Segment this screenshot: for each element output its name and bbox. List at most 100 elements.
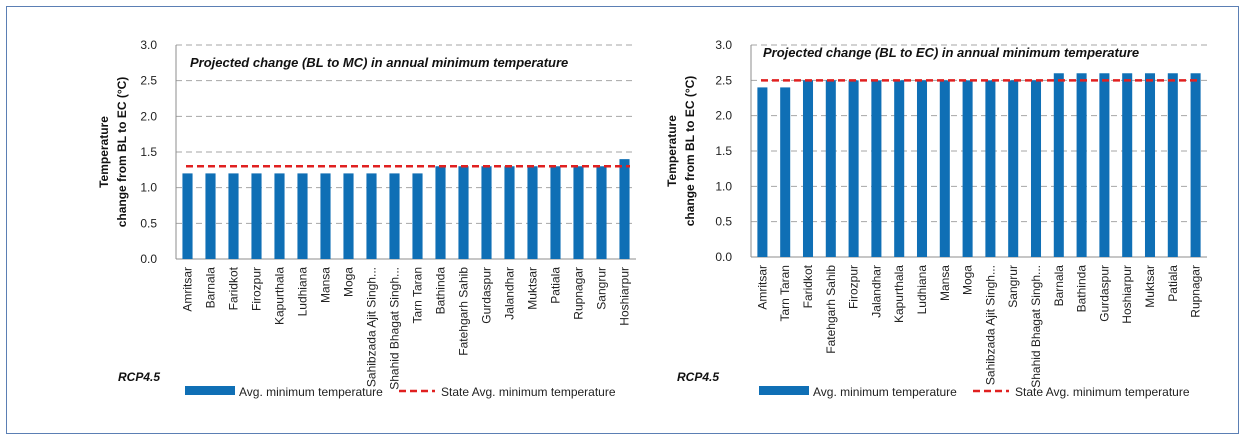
legend-label-line: State Avg. minimum temperature [1015,385,1190,399]
bar [780,87,791,258]
legend-label-bar: Avg. minimum temperature [239,385,383,399]
x-tick-label: Hoshiarpur [618,267,632,326]
y-tick-label: 1.0 [715,179,732,193]
bar [228,173,239,259]
bar [435,166,446,259]
legend-label-bar: Avg. minimum temperature [813,385,957,399]
chart-ec: 0.0 0.5 1.0 1.5 2.0 2.5 3.0 Temperature change f… [665,38,1207,399]
bar [894,80,905,257]
x-tick-label: Sangrur [595,267,609,310]
bar [596,166,607,259]
bar [412,173,423,259]
bar [297,173,308,259]
x-tick-label: Muktsar [526,267,540,310]
x-tick-label: Hoshiarpur [1120,265,1134,324]
bar [1144,73,1156,258]
bar [550,166,561,259]
chart-title: Projected change (BL to MC) in annual mi… [190,55,568,70]
y-tick-label: 1.0 [140,181,157,195]
y-tick-label: 3.0 [715,38,732,52]
y-tick-label: 2.0 [140,109,157,123]
x-tick-label: Mansa [319,267,333,303]
x-tick-label: Ludhiana [296,267,310,317]
x-tick-label: Tarn Taran [411,267,425,323]
x-tick-label: Patiala [549,267,563,304]
x-tick-label: Faridkot [801,264,815,308]
bar [320,173,331,259]
y-axis-title-line1: Temperature [665,115,679,187]
bar [871,80,882,257]
y-tick-label: 1.5 [715,144,732,158]
x-tick-label: Patiala [1166,265,1180,302]
x-tick-label: Jalandhar [869,265,883,318]
x-tick-label: Bathinda [434,267,448,315]
y-tick-label: 2.5 [715,73,732,87]
bar [366,173,377,259]
bar [274,173,285,259]
y-tick-label: 0.0 [140,252,157,266]
x-tick-label: Sahibzada Ajit Singh... [983,265,997,385]
y-axis-title-line2: change from BL to EC (°C) [115,77,129,228]
x-tick-label: Faridkot [227,266,241,310]
x-tick-label: Moga [961,265,975,295]
bar [1076,73,1087,258]
y-tick-label: 1.5 [140,145,157,159]
x-tick-label: Barnala [204,267,218,309]
chart-mc: 0.0 0.5 1.0 1.5 2.0 2.5 3.0 Temperature change f… [97,38,636,399]
bar [205,173,216,259]
bar [619,159,630,259]
x-tick-label: Rupnagar [1189,265,1203,318]
scenario-label: RCP4.5 [118,370,160,384]
bar [916,80,928,257]
x-tick-label: Amritsar [181,267,195,312]
bar [757,87,768,258]
bar [1190,73,1201,258]
x-tick-label: Amritsar [755,265,769,310]
legend-swatch-bar [185,386,235,395]
x-tick-label: Ludhiana [915,265,929,315]
bar [1053,73,1064,258]
scenario-label: RCP4.5 [677,370,719,384]
bar [504,166,515,259]
x-tick-label: Kapurthala [273,267,287,325]
y-tick-label: 2.5 [140,74,157,88]
bar [481,166,492,259]
x-tick-label: Fatehgarh Sahib [824,265,838,354]
bar [458,166,469,259]
bar [343,173,354,259]
y-axis-title-line2: change from BL to EC (°C) [683,76,697,227]
bar [825,80,836,257]
bar [939,80,950,257]
x-tick-label: Shahid Bhagat Singh... [388,267,402,390]
chart-title: Projected change (BL to EC) in annual mi… [763,45,1139,60]
bar [1030,80,1042,257]
bar [985,80,996,257]
x-tick-label: Muktsar [1143,265,1157,308]
y-axis-title-line1: Temperature [97,116,111,188]
y-tick-label: 0.5 [140,216,157,230]
y-tick-label: 2.0 [715,109,732,123]
bar [251,173,262,259]
bar [389,173,400,259]
bar [802,80,814,257]
bar [848,80,859,257]
x-tick-label: Rupnagar [572,267,586,320]
x-tick-label: Jalandhar [503,267,517,320]
bar [1167,73,1178,258]
bar [527,166,538,259]
x-tick-label: Gurdaspur [480,267,494,324]
x-tick-label: Kapurthala [892,265,906,323]
x-tick-label: Sangrur [1006,265,1020,308]
bar [962,80,973,257]
x-tick-label: Moga [342,267,356,297]
legend-swatch-bar [759,386,809,395]
bar [1099,73,1110,258]
x-tick-label: Tarn Taran [778,265,792,321]
y-tick-label: 0.5 [715,215,732,229]
legend-label-line: State Avg. minimum temperature [441,385,616,399]
x-tick-label: Shahid Bhagat Singh... [1029,265,1043,388]
x-tick-label: Gurdaspur [1097,265,1111,322]
x-tick-label: Firozpur [250,267,264,311]
bar [573,166,584,259]
